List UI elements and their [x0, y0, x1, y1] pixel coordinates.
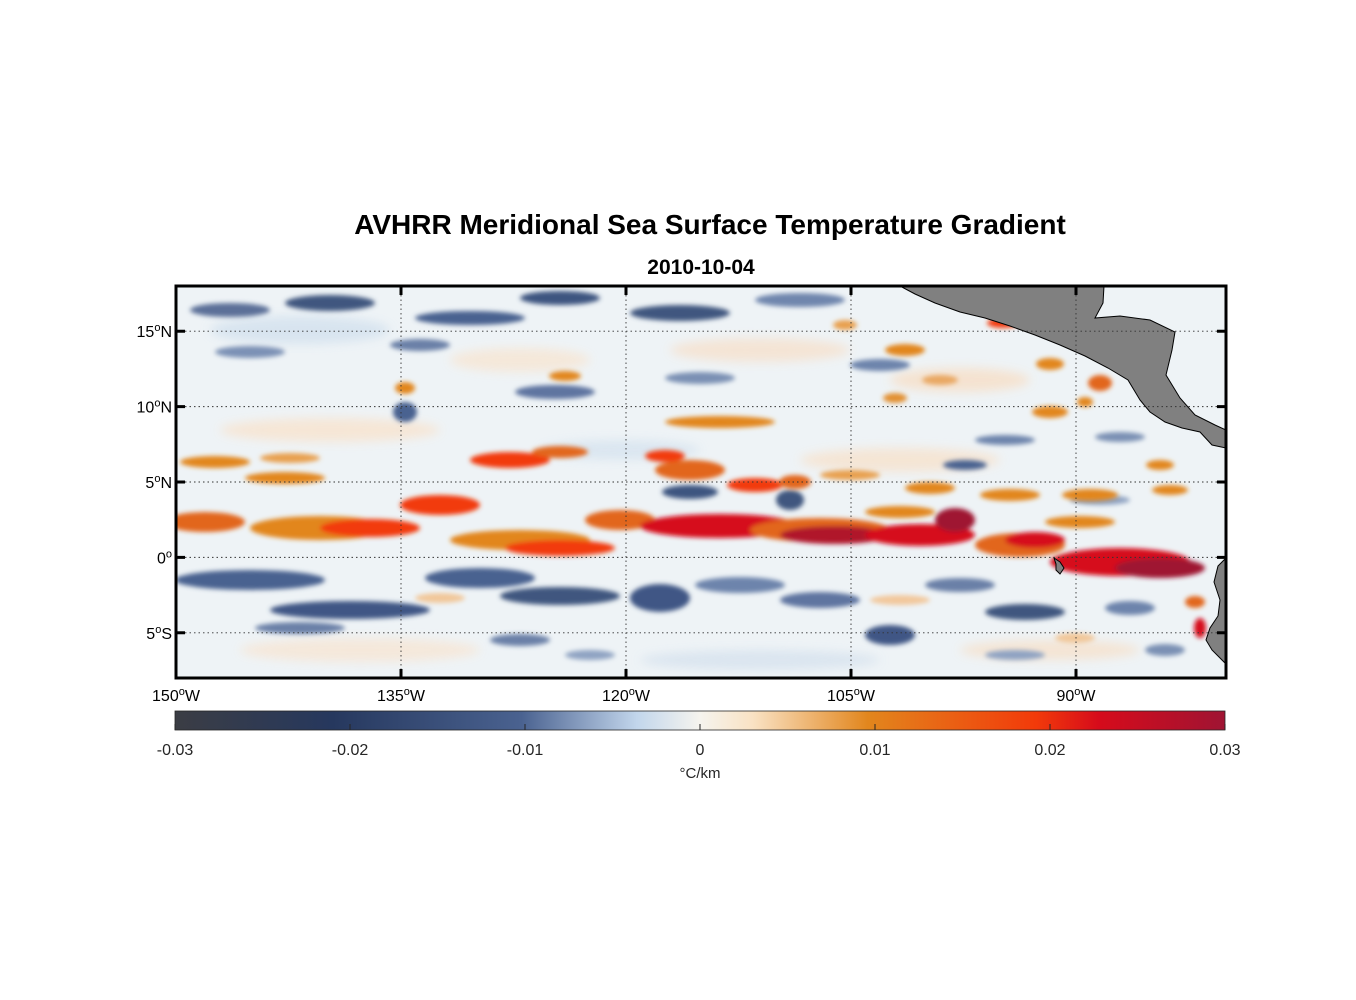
colorbar-tick-label: 0 — [696, 742, 705, 759]
sst-gradient-field — [176, 286, 1226, 678]
lon-tick-label: 135oW — [377, 686, 426, 705]
lon-tick-label: 105oW — [827, 686, 876, 705]
lat-tick-label: 15oN — [137, 322, 172, 341]
lon-tick-label: 120oW — [602, 686, 651, 705]
colorbar-tick-label: 0.01 — [859, 742, 890, 759]
positive-gradient-bands — [176, 318, 1206, 643]
lat-tick-label: 10oN — [137, 398, 172, 417]
chart-title: AVHRR Meridional Sea Surface Temperature… — [354, 209, 1066, 240]
lon-tick-labels: 150oW 135oW 120oW 105oW 90oW — [152, 686, 1096, 705]
central-america-land — [899, 286, 1226, 449]
colorbar-units-label: °C/km — [680, 765, 721, 782]
lat-tick-labels: 15oN 10oN 5oN 0o 5oS — [137, 322, 172, 643]
chart-subtitle: 2010-10-04 — [647, 256, 755, 279]
land — [899, 286, 1226, 665]
lat-tick-label: 5oN — [145, 473, 172, 492]
lat-tick-label: 5oS — [146, 624, 172, 643]
colorbar-tick-label: -0.01 — [507, 742, 544, 759]
colorbar-ticks — [174, 724, 1226, 730]
negative-gradient-bands — [176, 291, 1185, 660]
colorbar-tick-label: -0.03 — [157, 742, 194, 759]
tick-marks — [174, 286, 1226, 678]
colorbar-tick-label: 0.02 — [1034, 742, 1065, 759]
lon-tick-label: 150oW — [152, 686, 201, 705]
lat-tick-label: 0o — [157, 548, 172, 567]
colorbar-tick-label: -0.02 — [332, 742, 369, 759]
lon-tick-label: 90oW — [1056, 686, 1096, 705]
south-america-land — [1205, 557, 1226, 665]
colorbar-tick-labels: -0.03 -0.02 -0.01 0 0.01 0.02 0.03 — [157, 742, 1241, 759]
galapagos-islands — [1053, 556, 1065, 575]
colorbar: -0.03 -0.02 -0.01 0 0.01 0.02 0.03 °C/km — [157, 710, 1241, 782]
colorbar-tick-label: 0.03 — [1209, 742, 1240, 759]
